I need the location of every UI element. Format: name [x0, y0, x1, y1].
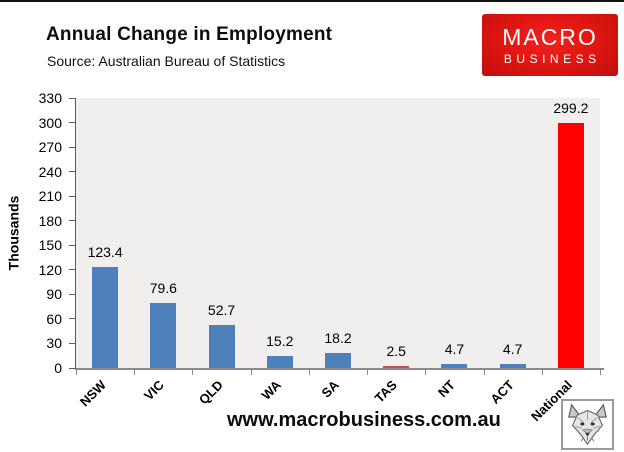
bar-value-label: 2.5 [386, 342, 406, 359]
bar-nsw [92, 267, 119, 368]
x-tick-mark [250, 370, 252, 375]
bar-value-label: 4.7 [444, 341, 465, 358]
top-border-line [0, 0, 624, 2]
bar-sa [325, 353, 351, 368]
bar-value-label: 4.7 [502, 341, 523, 358]
y-tick-mark [69, 342, 76, 344]
source-note: Source: Australian Bureau of Statistics [47, 53, 286, 69]
x-tick-mark [308, 370, 310, 375]
y-tick-mark [69, 122, 76, 124]
y-tick-mark [69, 269, 76, 271]
bar-value-label: 15.2 [266, 332, 294, 349]
y-tick-label: 210 [38, 188, 62, 205]
website-text: www.macrobusiness.com.au [227, 409, 501, 431]
page-title: Annual Change in Employment [46, 24, 333, 45]
bar-act [499, 364, 526, 368]
bar-value-label: 299.2 [553, 100, 589, 117]
macrobusiness-logo: MACRO BUSINESS [482, 14, 618, 76]
bar-tas [383, 365, 410, 368]
y-tick-mark [69, 146, 76, 148]
y-axis-title-text: Thousands [5, 195, 22, 271]
x-tick-mark [425, 370, 427, 375]
x-axis-label: QLD [195, 377, 226, 408]
y-tick-mark [69, 97, 76, 99]
y-tick-mark [69, 293, 76, 295]
bar-qld [208, 324, 235, 368]
logo-text-macro: MACRO [502, 23, 598, 50]
bar-value-label: 52.7 [207, 301, 236, 318]
x-tick-mark [600, 370, 601, 375]
x-axis-line [75, 368, 604, 370]
y-tick-label: 60 [46, 310, 62, 327]
y-tick-label: 240 [38, 163, 62, 180]
x-tick-mark [367, 370, 369, 375]
y-tick-mark [69, 244, 76, 246]
bar-wa [266, 355, 293, 368]
x-tick-mark [76, 370, 77, 375]
x-tick-mark [134, 370, 136, 375]
x-tick-mark [541, 370, 543, 375]
y-tick-mark [69, 171, 76, 173]
bar-value-label: 123.4 [87, 244, 123, 261]
x-tick-mark [192, 370, 194, 375]
bar-vic [150, 302, 177, 368]
y-tick-label: 0 [54, 360, 62, 376]
x-tick-mark [483, 370, 485, 375]
bar-nt [441, 364, 468, 368]
y-axis-line [75, 98, 76, 368]
y-tick-label: 330 [38, 90, 62, 106]
y-tick-label: 300 [38, 114, 62, 131]
y-tick-label: 90 [46, 286, 62, 303]
y-tick-mark [69, 220, 76, 222]
logo-text-business: BUSINESS [503, 51, 601, 66]
y-tick-mark [69, 318, 76, 320]
y-tick-label: 30 [46, 335, 62, 352]
bar-national [557, 123, 584, 368]
bar-value-label: 79.6 [149, 279, 177, 296]
y-tick-label: 180 [38, 212, 62, 229]
y-tick-label: 120 [38, 261, 62, 278]
y-tick-label: 270 [38, 139, 62, 156]
bar-value-label: 18.2 [324, 330, 352, 347]
wolf-head-drawing [568, 403, 607, 446]
y-tick-label: 150 [38, 237, 62, 254]
x-axis-label: NSW [76, 377, 110, 410]
wolf-logo-icon [561, 399, 614, 450]
x-axis-label: VIC [141, 377, 168, 404]
y-tick-mark [69, 195, 76, 197]
y-tick-mark [69, 367, 76, 369]
